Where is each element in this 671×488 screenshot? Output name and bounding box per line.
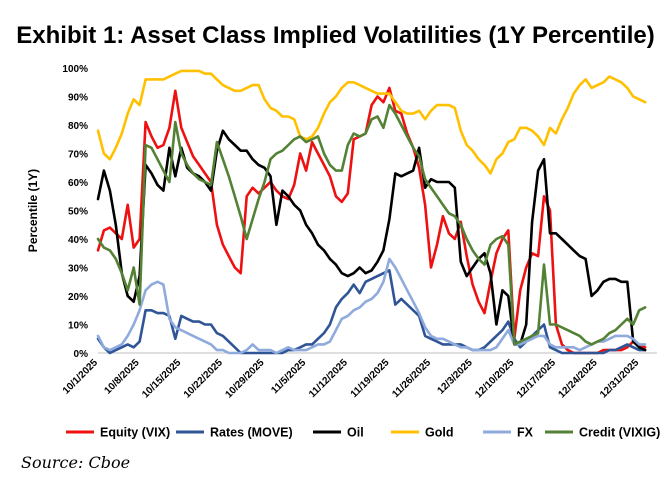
x-tick-label: 11/26/2025 xyxy=(390,357,433,400)
y-tick-label: 30% xyxy=(68,264,88,275)
series-line-5 xyxy=(96,257,647,355)
x-tick-label: 12/10/2025 xyxy=(473,357,516,400)
y-tick-label: 80% xyxy=(68,121,88,132)
y-tick-label: 60% xyxy=(68,178,88,189)
y-tick-label: 10% xyxy=(68,321,88,332)
y-tick-label: 70% xyxy=(68,150,88,161)
legend: Equity (VIX) Rates (MOVE) Oil Gold FX Credit … xyxy=(66,426,660,440)
x-tick-label: 11/19/2025 xyxy=(349,357,392,400)
chart-title: Exhibit 1: Asset Class Implied Volatilit… xyxy=(16,22,655,49)
legend-label: Oil xyxy=(347,426,364,440)
plot-area xyxy=(96,69,647,355)
y-tick-label: 50% xyxy=(68,207,88,218)
y-tick-label: 100% xyxy=(62,64,88,75)
x-tick-label: 11/5/2025 xyxy=(269,357,308,396)
series-line-2 xyxy=(96,269,647,355)
y-tick-label: 90% xyxy=(68,93,88,104)
x-tick-label: 11/12/2025 xyxy=(307,357,350,400)
x-tick-label: 10/15/2025 xyxy=(140,357,183,400)
x-tick-label: 10/29/2025 xyxy=(223,357,266,400)
series-line-6 xyxy=(96,103,647,346)
x-tick-label: 10/1/2025 xyxy=(61,357,101,397)
y-tick-label: 20% xyxy=(68,292,88,303)
x-tick-label: 12/24/2025 xyxy=(556,357,599,400)
y-tick-label: 0% xyxy=(74,349,89,360)
x-tick-label: 10/22/2025 xyxy=(182,357,225,400)
y-axis-title: Percentile (1Y) xyxy=(26,169,40,252)
legend-label: FX xyxy=(517,426,534,440)
x-tick-label: 12/17/2025 xyxy=(515,357,558,400)
series-line-4 xyxy=(96,69,647,175)
x-tick-label: 12/31/2025 xyxy=(598,357,641,400)
legend-label: Credit (VIXIG) xyxy=(579,426,660,440)
chart-axes: 0% 10% 20% 30% 40% 50% 60% 70% 80% 90% 100% Percent… xyxy=(26,64,657,401)
legend-label: Gold xyxy=(425,426,453,440)
series-line-1 xyxy=(96,86,647,355)
legend-label: Equity (VIX) xyxy=(100,426,170,440)
y-tick-label: 40% xyxy=(68,235,88,246)
x-tick-label: 12/3/2025 xyxy=(436,357,476,397)
source-note: Source: Cboe xyxy=(21,453,131,472)
legend-label: Rates (MOVE) xyxy=(210,426,293,440)
x-tick-label: 10/8/2025 xyxy=(103,357,143,397)
